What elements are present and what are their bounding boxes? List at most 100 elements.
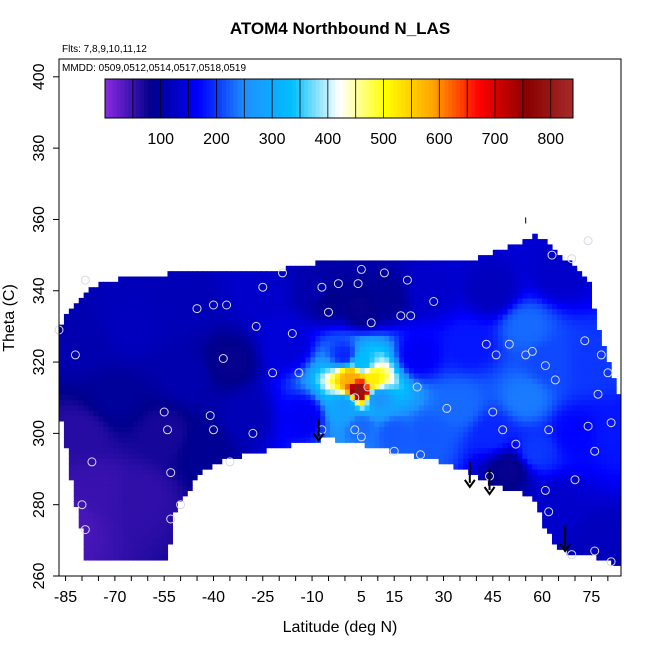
heatmap-cell xyxy=(221,394,228,401)
heatmap-cell xyxy=(137,490,144,497)
heatmap-cell xyxy=(581,303,588,310)
heatmap-cell xyxy=(606,554,612,561)
heatmap-cell xyxy=(596,538,602,545)
heatmap-cell xyxy=(507,329,514,336)
heatmap-cell xyxy=(83,458,90,465)
heatmap-cell xyxy=(374,356,381,363)
heatmap-cell xyxy=(502,442,509,449)
heatmap-cell xyxy=(384,362,390,369)
heatmap-cell xyxy=(108,319,114,326)
heatmap-cell xyxy=(428,367,435,374)
heatmap-cell xyxy=(93,329,100,336)
heatmap-cell xyxy=(201,463,208,470)
heatmap-cell xyxy=(527,378,533,385)
heatmap-cell xyxy=(586,549,593,556)
heatmap-cell xyxy=(497,367,504,374)
heatmap-cell xyxy=(132,506,139,513)
heatmap-cell xyxy=(566,458,573,465)
heatmap-cell xyxy=(162,426,169,433)
heatmap-cell xyxy=(320,340,326,347)
heatmap-cell xyxy=(349,319,356,326)
heatmap-cell xyxy=(369,362,376,369)
heatmap-cell xyxy=(547,388,553,395)
heatmap-cell xyxy=(73,308,80,315)
heatmap-cell xyxy=(384,431,390,438)
heatmap-cell xyxy=(275,356,282,363)
heatmap-cell xyxy=(448,335,454,342)
heatmap-cell xyxy=(103,479,109,486)
heatmap-cell xyxy=(128,517,134,524)
heatmap-cell xyxy=(453,362,459,369)
heatmap-cell xyxy=(354,335,361,342)
heatmap-cell xyxy=(487,452,494,459)
heatmap-cell xyxy=(280,324,287,331)
heatmap-cell xyxy=(517,474,523,481)
heatmap-cell xyxy=(201,308,208,315)
heatmap-cell xyxy=(197,372,203,379)
heatmap-cell xyxy=(399,399,405,406)
heatmap-cell xyxy=(384,426,390,433)
heatmap-cell xyxy=(295,362,302,369)
heatmap-cell xyxy=(448,388,454,395)
heatmap-cell xyxy=(399,271,405,278)
heatmap-cell xyxy=(137,356,144,363)
heatmap-cell xyxy=(428,388,435,395)
heatmap-cell xyxy=(226,452,233,459)
heatmap-cell xyxy=(428,271,435,278)
heatmap-cell xyxy=(270,308,277,315)
heatmap-cell xyxy=(132,329,139,336)
heatmap-cell xyxy=(601,490,607,497)
heatmap-cell xyxy=(157,543,164,550)
heatmap-cell xyxy=(197,276,203,283)
heatmap-cell xyxy=(517,367,523,374)
heatmap-cell xyxy=(118,372,124,379)
heatmap-cell xyxy=(132,533,139,540)
heatmap-cell xyxy=(507,367,514,374)
heatmap-cell xyxy=(532,249,538,256)
heatmap-cell xyxy=(113,543,119,550)
heatmap-cell xyxy=(177,383,183,390)
heatmap-cell xyxy=(478,404,484,411)
heatmap-cell xyxy=(78,346,85,352)
heatmap-cell xyxy=(428,340,435,347)
heatmap-cell xyxy=(556,436,563,443)
colorbar-segment xyxy=(487,79,492,118)
heatmap-cell xyxy=(399,329,405,336)
heatmap-cell xyxy=(275,303,282,310)
heatmap-cell xyxy=(270,335,277,342)
heatmap-cell xyxy=(340,426,346,433)
heatmap-cell xyxy=(83,538,90,545)
heatmap-cell xyxy=(502,479,509,486)
heatmap-cell xyxy=(261,297,267,304)
heatmap-cell xyxy=(448,319,454,326)
heatmap-cell xyxy=(216,367,223,374)
heatmap-cell xyxy=(478,335,484,342)
heatmap-cell xyxy=(616,474,621,481)
heatmap-cell xyxy=(290,308,297,315)
heatmap-cell xyxy=(187,276,193,283)
heatmap-cell xyxy=(428,362,435,369)
heatmap-cell xyxy=(448,436,454,443)
heatmap-cell xyxy=(542,249,548,256)
heatmap-cell xyxy=(187,324,193,331)
heatmap-cell xyxy=(487,404,494,411)
heatmap-cell xyxy=(517,452,523,459)
heatmap-cell xyxy=(177,447,183,454)
heatmap-cell xyxy=(128,538,134,545)
heatmap-cell xyxy=(221,436,228,443)
heatmap-cell xyxy=(522,383,528,390)
heatmap-cell xyxy=(266,287,272,294)
heatmap-cell xyxy=(305,356,312,363)
heatmap-cell xyxy=(118,549,124,556)
heatmap-cell xyxy=(88,303,95,310)
heatmap-cell xyxy=(384,378,390,385)
heatmap-cell xyxy=(187,399,193,406)
heatmap-cell xyxy=(335,399,341,406)
heatmap-cell xyxy=(295,329,302,336)
heatmap-cell xyxy=(591,340,597,347)
colorbar-segment xyxy=(440,79,445,118)
heatmap-cell xyxy=(98,442,104,449)
heatmap-cell xyxy=(231,292,238,299)
observation-point xyxy=(567,550,577,560)
heatmap-cell xyxy=(132,554,139,561)
